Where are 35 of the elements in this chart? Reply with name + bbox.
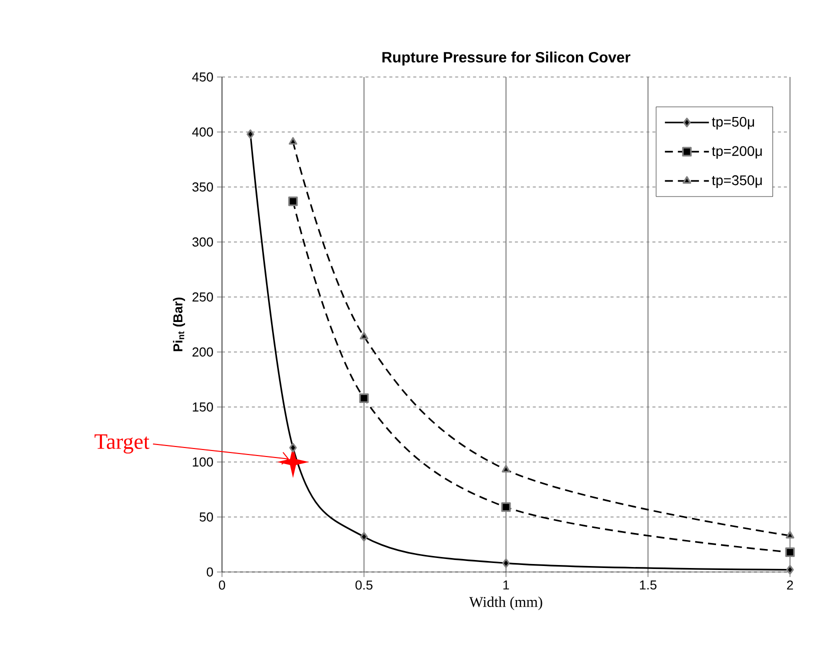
y-tick-label: 200 bbox=[192, 347, 213, 357]
annotation: Target bbox=[94, 434, 150, 454]
point bbox=[246, 129, 254, 139]
legend-label: tp=350μ bbox=[712, 175, 762, 188]
point bbox=[360, 332, 368, 340]
y-axis-title: Pi$_{nt}$ (Bar) bbox=[172, 298, 186, 352]
point bbox=[786, 564, 794, 575]
y-tick-label: 150 bbox=[192, 402, 213, 412]
x-axis-title: Width (mm) bbox=[469, 596, 542, 610]
point bbox=[288, 196, 298, 206]
y-tick-label: 450 bbox=[192, 72, 213, 82]
point bbox=[359, 393, 369, 403]
point bbox=[501, 502, 511, 512]
legend-label: tp=50μ bbox=[712, 116, 754, 130]
point bbox=[289, 442, 297, 452]
y-tick-label: 250 bbox=[192, 292, 213, 302]
x-tick-label: 2 bbox=[787, 580, 793, 590]
y-tick-label: 0 bbox=[206, 567, 213, 577]
legend-label: tp=200μ bbox=[712, 146, 762, 159]
y-tick-label: 50 bbox=[200, 512, 213, 522]
point bbox=[502, 558, 510, 568]
chart-title: Rupture Pressure for Silicon Cover bbox=[382, 52, 630, 66]
y-tick-label: 400 bbox=[192, 127, 213, 137]
point bbox=[786, 530, 794, 538]
x-tick-label: 1.5 bbox=[640, 580, 656, 590]
x-tick-label: 0.5 bbox=[356, 580, 372, 590]
y-tick-label: 350 bbox=[192, 182, 213, 192]
x-tick-label: 0 bbox=[218, 580, 226, 590]
y-tick-label: 100 bbox=[192, 457, 213, 467]
point bbox=[785, 547, 795, 557]
point bbox=[288, 137, 298, 145]
point bbox=[502, 464, 510, 472]
point bbox=[360, 532, 368, 542]
x-tick-label: 1 bbox=[503, 580, 509, 590]
y-tick-label: 300 bbox=[192, 237, 213, 247]
